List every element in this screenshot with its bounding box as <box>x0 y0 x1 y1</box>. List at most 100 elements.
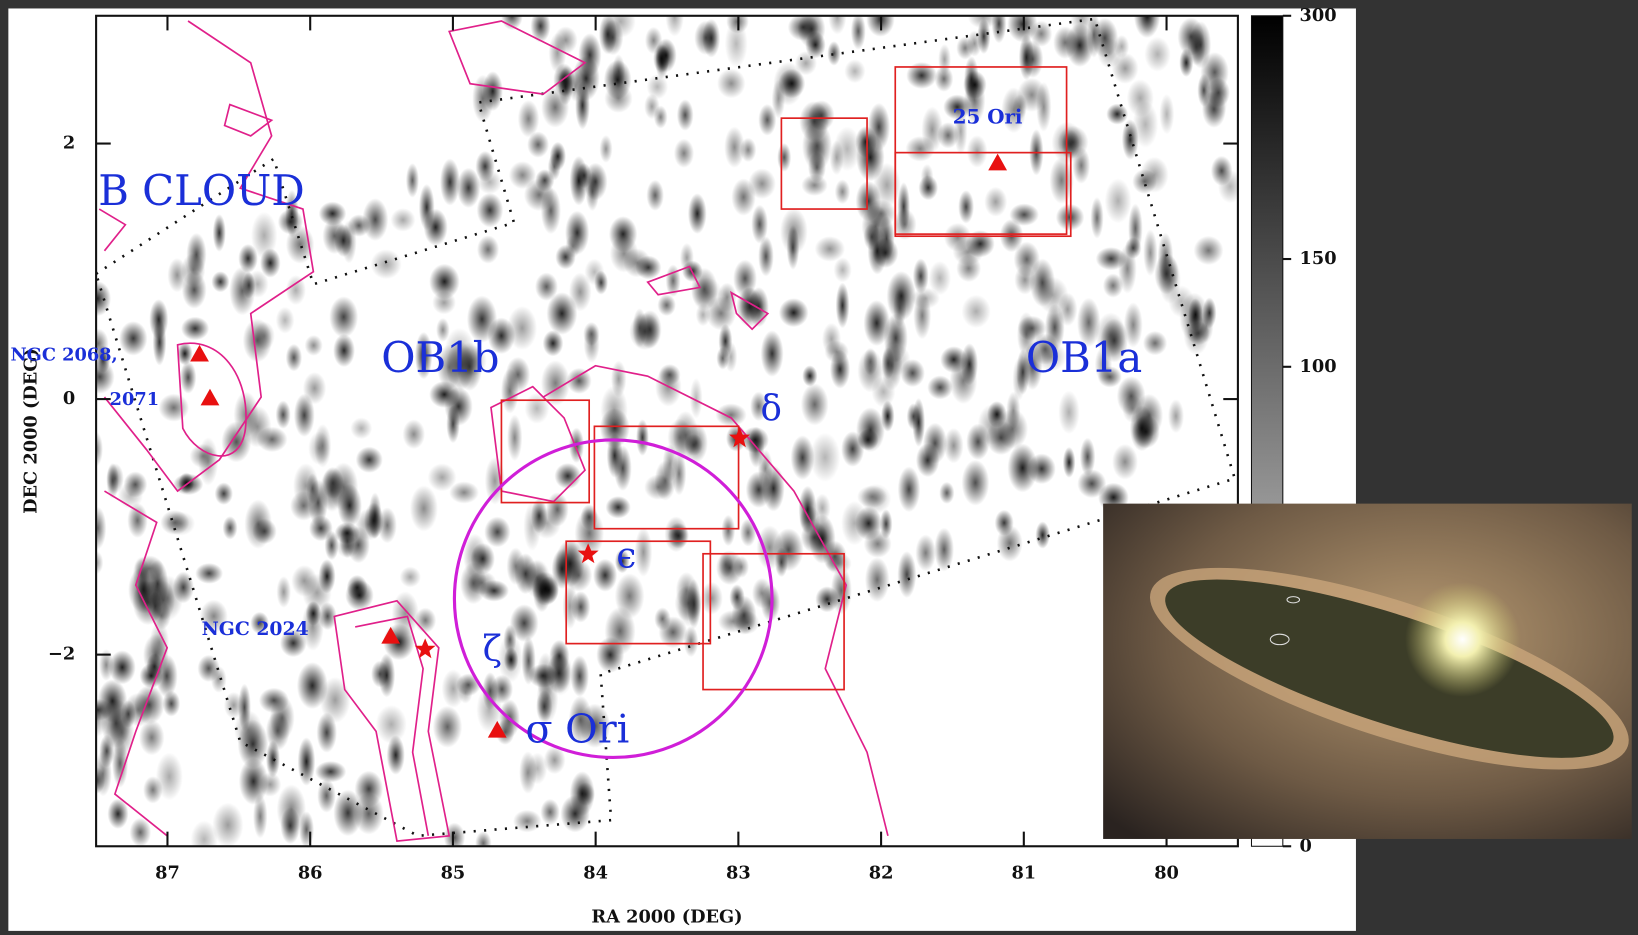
density-blob <box>509 161 536 189</box>
density-blob <box>1080 438 1095 476</box>
density-blob <box>578 33 601 77</box>
density-blob <box>297 662 328 709</box>
density-blob <box>808 152 826 183</box>
density-blob <box>1112 444 1138 480</box>
density-blob <box>881 401 894 432</box>
density-blob <box>716 551 743 586</box>
density-blob <box>672 452 687 495</box>
density-blob <box>927 375 953 399</box>
annotation: 25 Ori <box>953 105 1023 129</box>
density-blob <box>364 503 384 539</box>
density-blob <box>299 811 314 848</box>
density-blob <box>1063 447 1076 478</box>
density-blob <box>729 584 744 610</box>
density-blob <box>646 180 663 211</box>
density-blob <box>916 443 940 477</box>
density-blob <box>659 364 681 385</box>
density-blob <box>167 258 186 292</box>
density-blob <box>654 607 670 630</box>
annotation: OB1a <box>1026 333 1142 382</box>
density-blob <box>791 435 815 480</box>
density-blob <box>504 647 518 672</box>
density-blob <box>779 298 809 327</box>
density-blob <box>243 319 272 363</box>
density-blob <box>336 536 359 559</box>
density-blob <box>915 534 936 571</box>
density-blob <box>570 655 589 697</box>
density-blob <box>531 498 547 533</box>
density-blob <box>1159 94 1174 134</box>
density-blob <box>1194 236 1224 265</box>
density-blob <box>253 794 267 838</box>
density-blob <box>938 44 951 75</box>
density-blob <box>238 720 269 769</box>
density-blob <box>855 506 882 540</box>
density-blob <box>549 640 569 672</box>
density-blob <box>1058 391 1079 435</box>
density-blob <box>137 564 151 611</box>
density-blob <box>166 512 195 536</box>
density-blob <box>303 372 326 404</box>
density-blob <box>1096 247 1127 270</box>
density-blob <box>882 347 895 379</box>
density-blob <box>814 494 831 523</box>
density-blob <box>376 705 407 744</box>
density-blob <box>276 400 291 428</box>
density-blob <box>484 517 510 548</box>
density-blob <box>834 257 852 282</box>
density-blob <box>863 348 878 376</box>
density-blob <box>775 547 788 577</box>
density-blob <box>913 292 931 340</box>
density-blob <box>1143 331 1167 355</box>
density-blob <box>266 741 280 778</box>
density-blob <box>540 799 559 825</box>
density-blob <box>305 335 323 356</box>
density-blob <box>829 140 843 175</box>
inset-image <box>1103 504 1638 839</box>
density-blob <box>1028 453 1056 484</box>
density-blob <box>179 472 195 493</box>
density-blob <box>921 164 934 189</box>
density-blob <box>356 447 383 473</box>
density-blob <box>987 401 1007 428</box>
density-blob <box>163 691 181 717</box>
density-blob <box>224 692 244 719</box>
density-blob <box>252 519 277 544</box>
x-tick-label: 83 <box>726 862 751 883</box>
density-blob <box>594 271 608 295</box>
density-blob <box>1202 74 1228 123</box>
density-blob <box>653 44 670 73</box>
density-blob <box>956 255 981 282</box>
density-blob <box>521 637 535 685</box>
density-blob <box>510 604 539 642</box>
density-blob <box>317 712 337 752</box>
density-blob <box>440 158 460 205</box>
density-blob <box>801 383 829 425</box>
density-blob <box>1159 256 1181 304</box>
density-blob <box>898 466 921 512</box>
density-blob <box>828 1 846 35</box>
density-blob <box>758 450 773 488</box>
figure: 878685848382818020−20100150300RA 2000 (D… <box>0 0 1638 931</box>
density-blob <box>130 818 151 847</box>
x-tick-label: 81 <box>1011 862 1036 883</box>
density-blob <box>429 264 460 300</box>
density-blob <box>419 184 435 231</box>
annotation: δ <box>761 388 782 429</box>
density-blob <box>788 14 819 41</box>
density-blob <box>345 580 374 610</box>
density-blob <box>124 471 148 497</box>
density-blob <box>186 233 206 276</box>
density-blob <box>320 468 346 512</box>
x-axis-title: RA 2000 (DEG) <box>591 906 742 927</box>
density-blob <box>635 527 653 576</box>
density-blob <box>638 310 661 349</box>
density-blob <box>406 163 419 198</box>
density-blob <box>1211 156 1233 186</box>
density-blob <box>242 272 255 299</box>
density-blob <box>348 214 371 236</box>
density-blob <box>864 300 890 346</box>
density-blob <box>433 706 462 748</box>
density-blob <box>887 271 916 321</box>
density-blob <box>1122 119 1139 160</box>
